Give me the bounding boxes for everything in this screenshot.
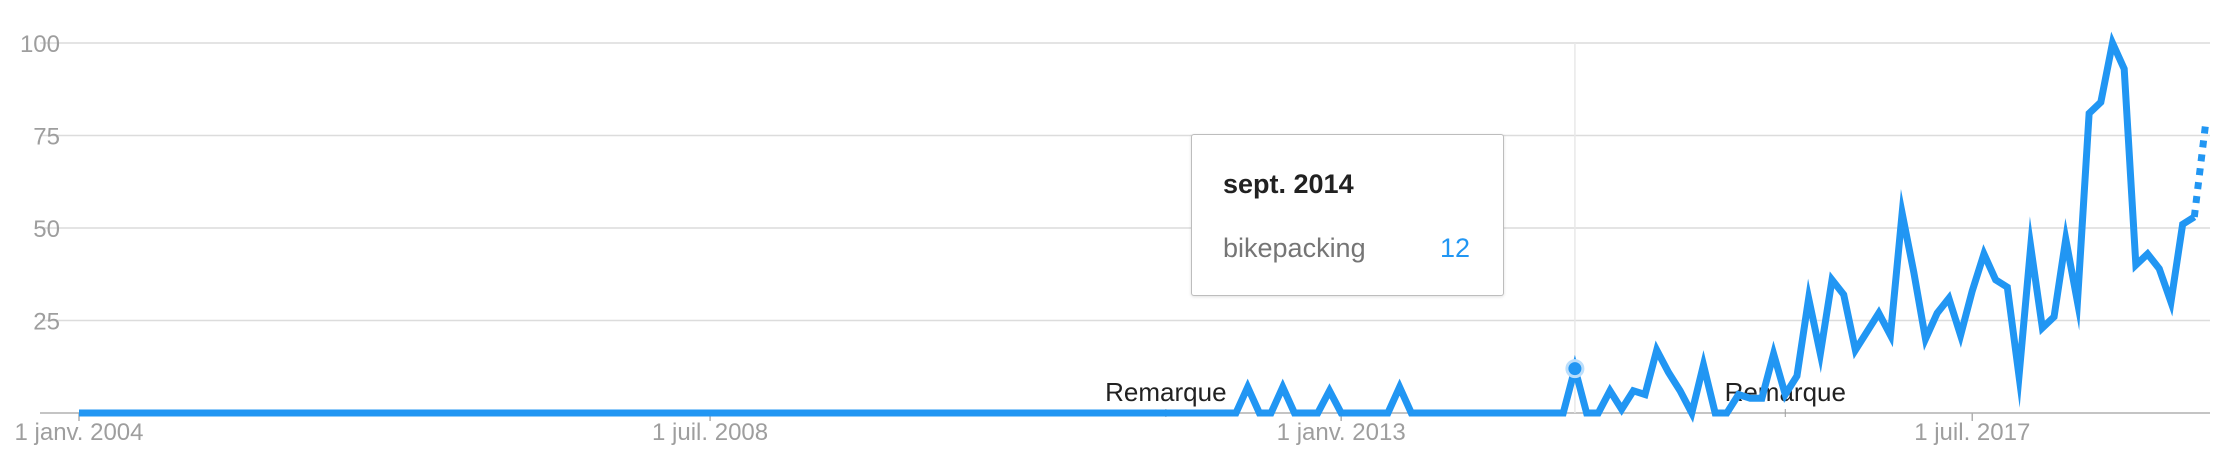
annotation-label[interactable]: Remarque	[1105, 377, 1226, 407]
tooltip-card: sept. 2014 bikepacking 12	[1191, 134, 1504, 296]
gridlines	[40, 42, 2210, 414]
x-tick-label: 1 juil. 2017	[1914, 419, 2030, 446]
y-tick-label: 100	[20, 31, 60, 58]
y-axis-ticks: 25 50 75 100	[20, 31, 60, 336]
x-tick-label: 1 janv. 2013	[1277, 419, 1406, 446]
tooltip-series-name: bikepacking	[1223, 233, 1366, 263]
y-tick-label: 75	[33, 124, 60, 151]
y-tick-label: 50	[33, 216, 60, 243]
hover-point-marker[interactable]	[1565, 359, 1585, 379]
tooltip-date: sept. 2014	[1223, 169, 1354, 199]
hover-marker-layer	[1565, 359, 1585, 379]
x-axis-ticks: 1 janv. 2004 1 juil. 2008 1 janv. 2013 1 ju…	[15, 413, 2030, 446]
y-tick-label: 25	[33, 309, 60, 336]
tooltip-value: 12	[1439, 233, 1470, 263]
series-line[interactable]	[79, 31, 2197, 423]
series-line-partial[interactable]	[2190, 120, 2210, 218]
x-tick-label: 1 juil. 2008	[652, 419, 768, 446]
series-layer	[79, 31, 2210, 423]
x-tick-label: 1 janv. 2004	[15, 419, 144, 446]
